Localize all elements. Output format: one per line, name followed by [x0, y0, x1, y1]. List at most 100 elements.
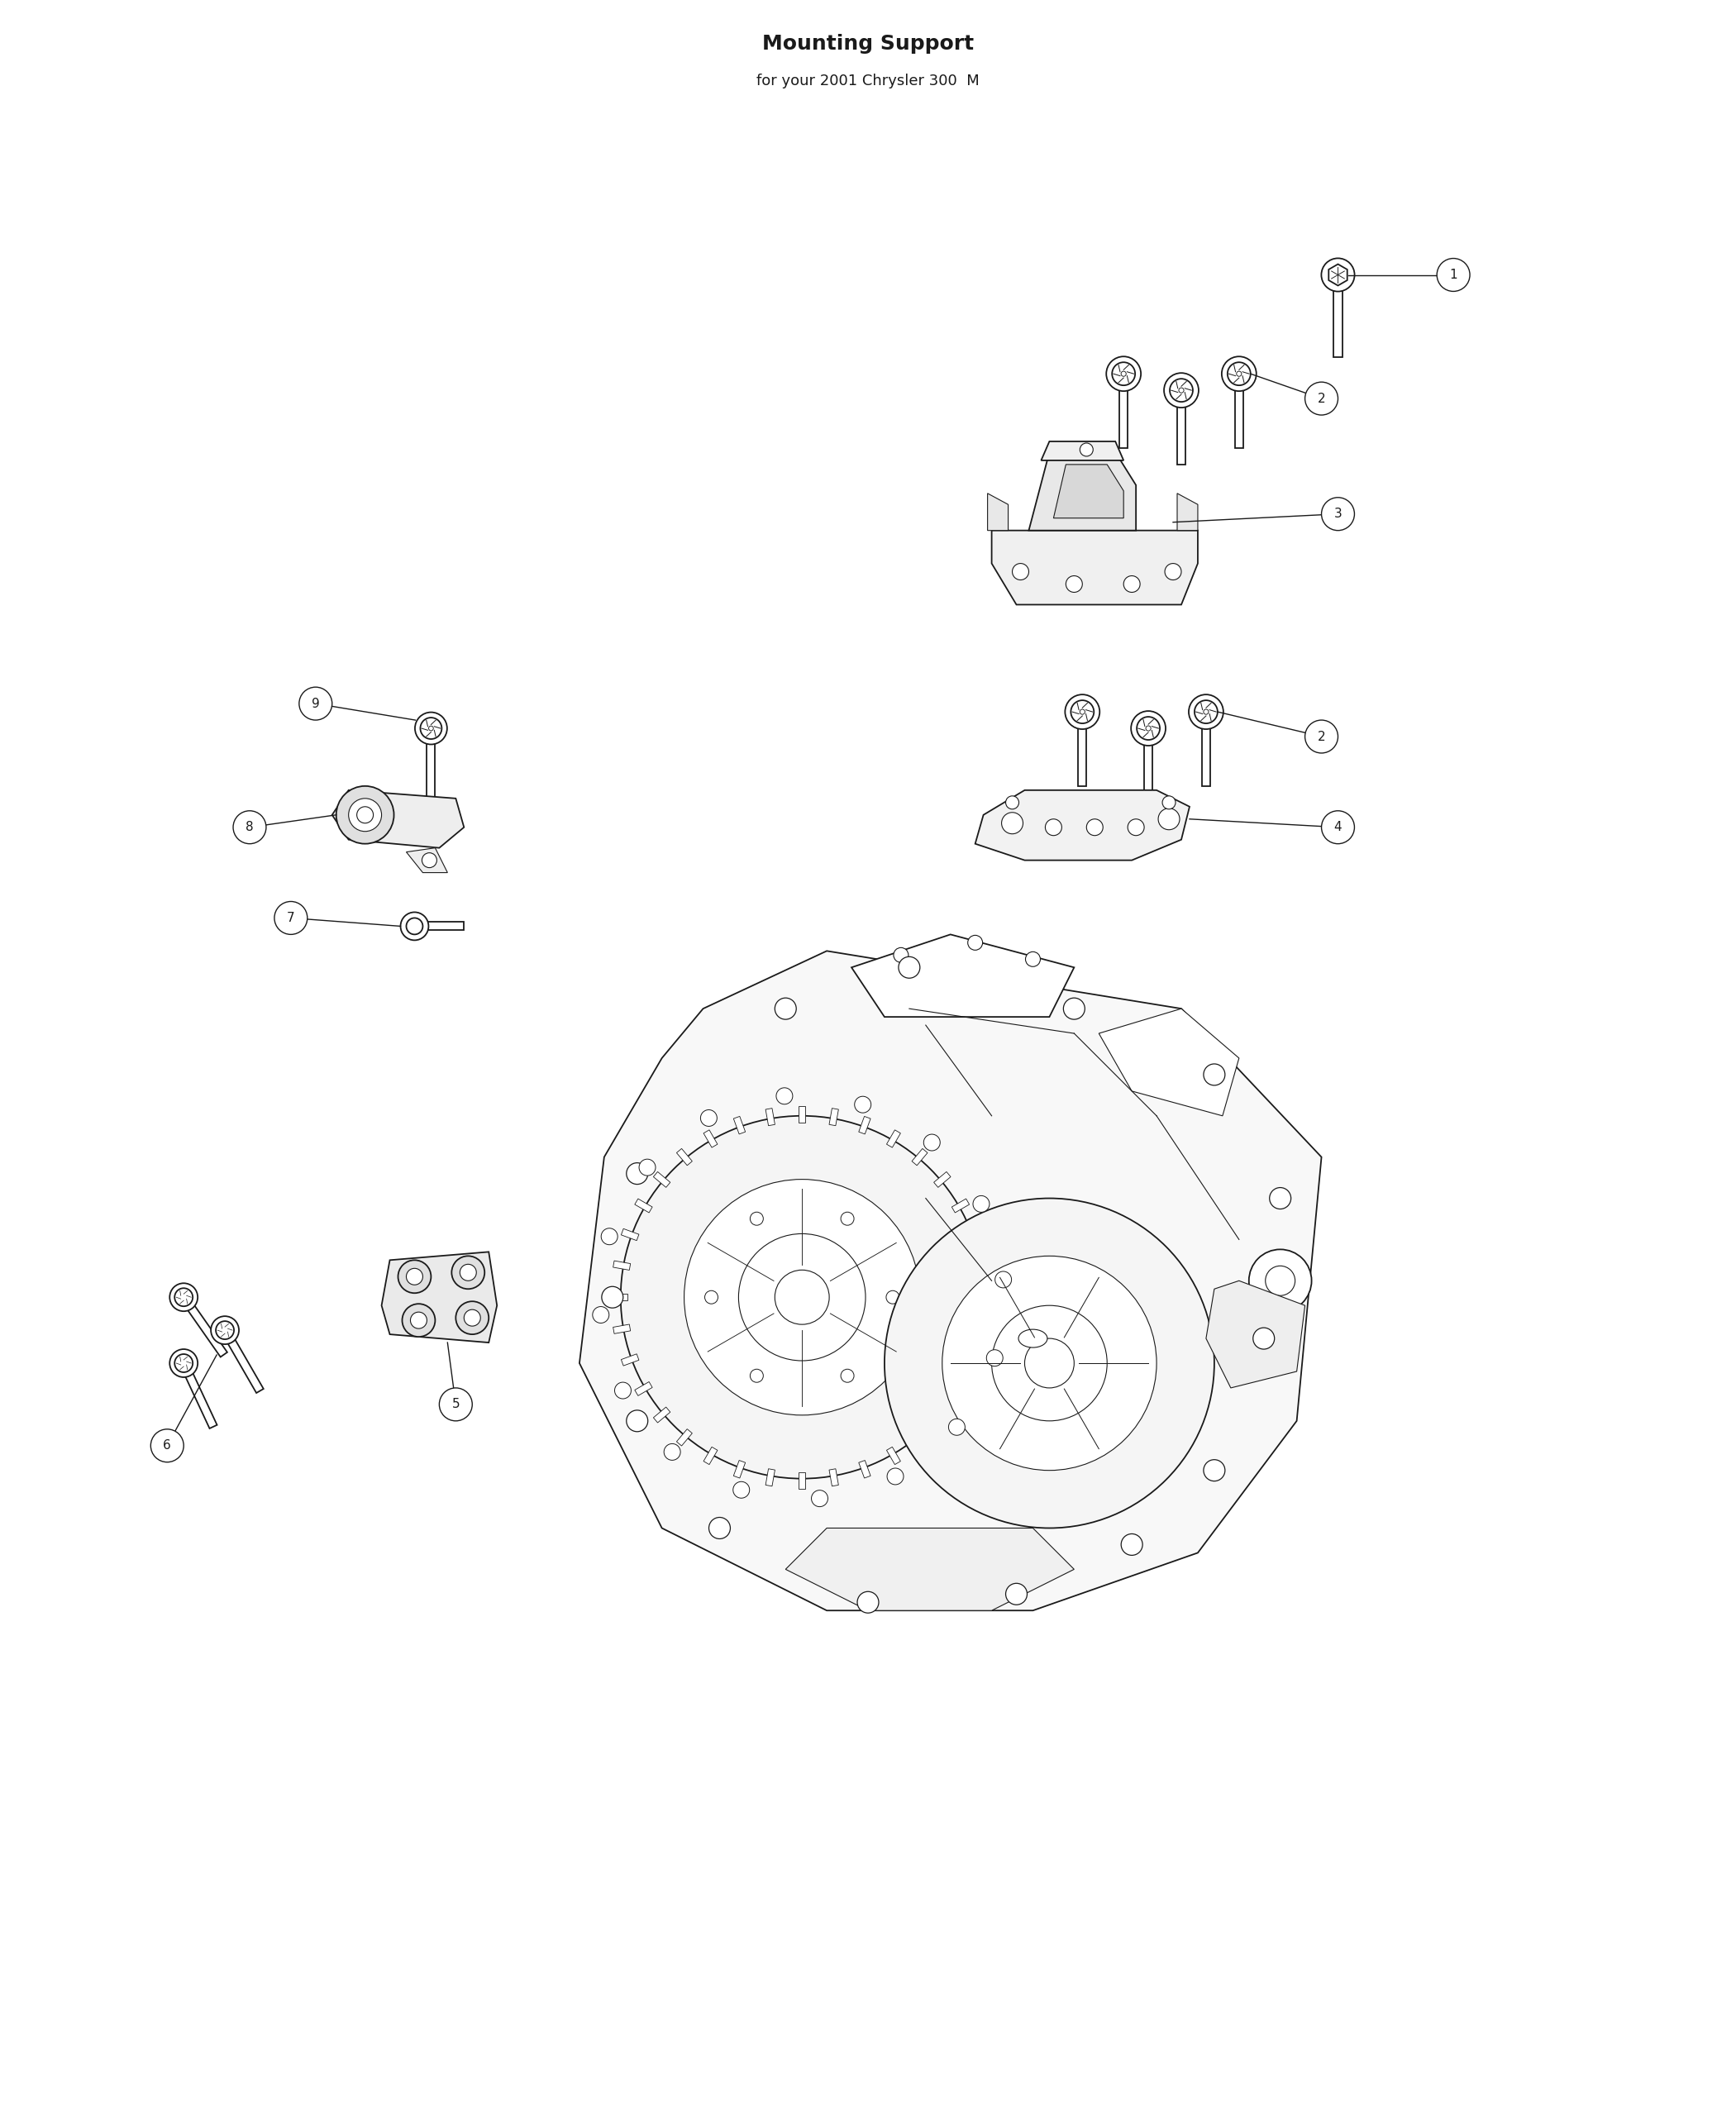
Circle shape: [1305, 382, 1338, 415]
Text: Mounting Support: Mounting Support: [762, 34, 974, 55]
Polygon shape: [991, 531, 1198, 605]
Circle shape: [750, 1370, 764, 1383]
Polygon shape: [887, 1130, 901, 1147]
Polygon shape: [859, 1461, 870, 1478]
Circle shape: [705, 1290, 719, 1305]
Circle shape: [986, 1349, 1003, 1366]
Circle shape: [887, 1467, 903, 1484]
Circle shape: [1080, 708, 1085, 715]
Circle shape: [943, 1256, 1156, 1471]
Circle shape: [1165, 373, 1198, 407]
Bar: [427, 729, 436, 803]
Circle shape: [210, 1315, 240, 1345]
Circle shape: [1132, 710, 1165, 746]
Circle shape: [410, 1311, 427, 1328]
Circle shape: [1266, 1267, 1295, 1296]
Circle shape: [406, 917, 424, 934]
Circle shape: [1321, 497, 1354, 531]
Polygon shape: [766, 1109, 774, 1126]
Polygon shape: [382, 1252, 496, 1343]
Circle shape: [170, 1284, 198, 1311]
Circle shape: [358, 807, 373, 822]
Text: for your 2001 Chrysler 300  M: for your 2001 Chrysler 300 M: [757, 74, 979, 89]
Circle shape: [738, 1233, 866, 1360]
Circle shape: [621, 1115, 983, 1478]
Polygon shape: [332, 790, 464, 847]
Circle shape: [894, 949, 908, 963]
Circle shape: [885, 1290, 899, 1305]
Bar: [415, 921, 464, 930]
Circle shape: [615, 1383, 632, 1400]
Circle shape: [967, 936, 983, 951]
Bar: [1234, 373, 1243, 449]
Circle shape: [601, 1229, 618, 1244]
Circle shape: [701, 1109, 717, 1126]
Text: 1: 1: [1450, 268, 1457, 280]
Circle shape: [1087, 820, 1102, 835]
Circle shape: [1189, 694, 1224, 729]
Circle shape: [429, 725, 434, 731]
Circle shape: [1106, 356, 1141, 392]
Polygon shape: [677, 1429, 693, 1446]
Circle shape: [733, 1482, 750, 1499]
Circle shape: [592, 1307, 609, 1324]
Circle shape: [1269, 1187, 1292, 1210]
Circle shape: [1194, 700, 1217, 723]
Circle shape: [233, 812, 266, 843]
Polygon shape: [703, 1130, 717, 1147]
Circle shape: [349, 799, 382, 831]
Polygon shape: [976, 790, 1189, 860]
Circle shape: [1253, 1328, 1274, 1349]
Polygon shape: [181, 1294, 227, 1358]
Circle shape: [858, 1592, 878, 1613]
Polygon shape: [1177, 493, 1198, 531]
Bar: [1120, 373, 1128, 449]
Circle shape: [403, 1305, 436, 1336]
Circle shape: [1045, 820, 1062, 835]
Circle shape: [439, 1387, 472, 1421]
Circle shape: [995, 1271, 1012, 1288]
Circle shape: [420, 717, 441, 740]
Polygon shape: [611, 1294, 627, 1301]
Circle shape: [1321, 812, 1354, 843]
Polygon shape: [911, 1429, 927, 1446]
Circle shape: [1066, 575, 1082, 592]
Circle shape: [924, 1134, 941, 1151]
Circle shape: [776, 1088, 793, 1105]
Circle shape: [460, 1265, 476, 1282]
Circle shape: [1163, 797, 1175, 809]
Polygon shape: [734, 1461, 745, 1478]
Polygon shape: [406, 847, 448, 873]
Polygon shape: [613, 1261, 630, 1271]
Bar: [1078, 713, 1087, 786]
Circle shape: [627, 1410, 648, 1431]
Circle shape: [774, 997, 797, 1020]
Circle shape: [1113, 363, 1135, 386]
Circle shape: [1165, 563, 1180, 580]
Circle shape: [854, 1096, 871, 1113]
Circle shape: [1305, 721, 1338, 753]
Polygon shape: [1029, 451, 1135, 531]
Circle shape: [708, 1518, 731, 1539]
Circle shape: [1121, 1535, 1142, 1556]
Polygon shape: [1054, 464, 1123, 519]
Circle shape: [1179, 388, 1184, 392]
Circle shape: [151, 1429, 184, 1463]
Polygon shape: [703, 1446, 717, 1465]
Polygon shape: [934, 1172, 951, 1187]
Circle shape: [1437, 259, 1470, 291]
Text: 8: 8: [247, 822, 253, 833]
Polygon shape: [181, 1362, 217, 1429]
Circle shape: [684, 1178, 920, 1414]
Circle shape: [1012, 563, 1029, 580]
Circle shape: [750, 1212, 764, 1225]
Circle shape: [639, 1159, 656, 1176]
Text: 9: 9: [311, 698, 319, 710]
Circle shape: [774, 1269, 830, 1324]
Circle shape: [1248, 1250, 1312, 1311]
Circle shape: [422, 854, 437, 868]
Polygon shape: [653, 1406, 670, 1423]
Text: 6: 6: [163, 1440, 172, 1452]
Circle shape: [1024, 1339, 1075, 1387]
Circle shape: [884, 1197, 1213, 1528]
